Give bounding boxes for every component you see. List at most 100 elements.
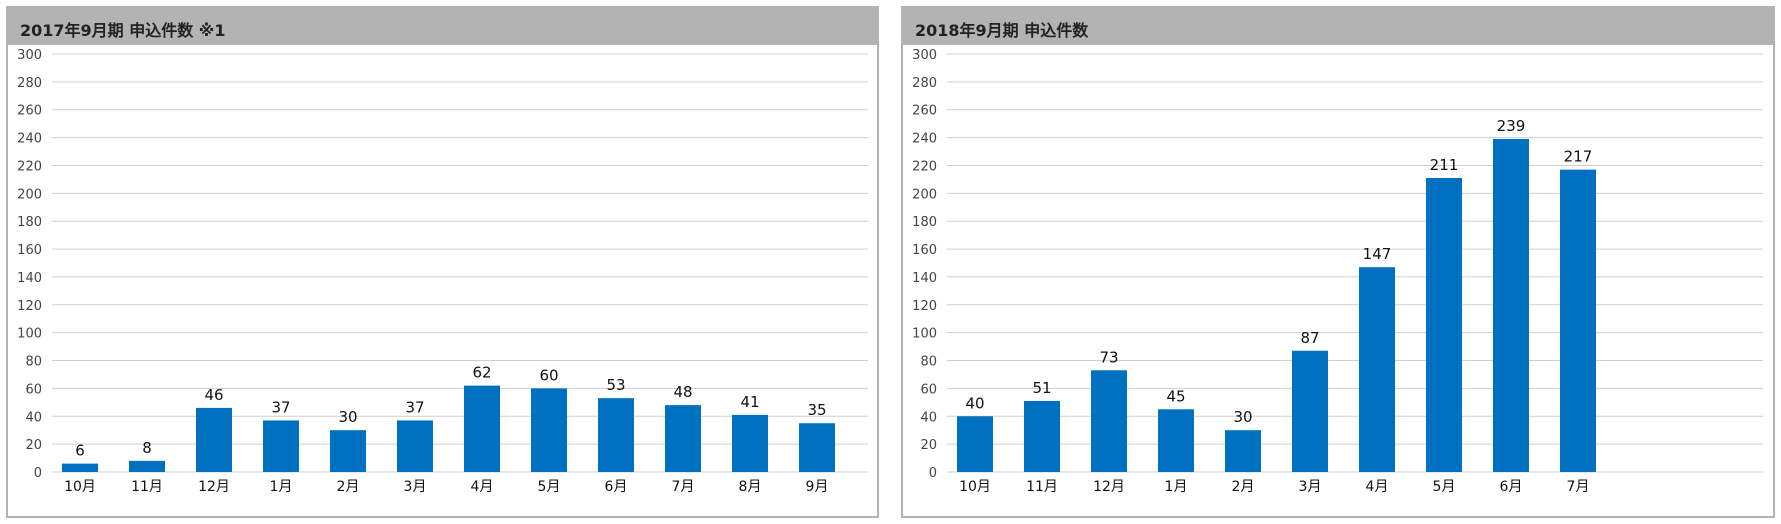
y-tick-label: 220: [912, 159, 937, 174]
y-tick-label: 100: [17, 327, 42, 342]
x-tick-label: 1月: [1165, 479, 1188, 495]
bar: [397, 420, 433, 472]
y-tick-label: 60: [25, 382, 42, 397]
x-tick-label: 7月: [672, 479, 695, 495]
bar: [732, 414, 768, 472]
bar-chart-2017: 0 20 40 60 80 100 120 140 160 180 200 220 240 260 280 3…: [17, 48, 868, 495]
bar: [464, 385, 500, 472]
y-tick-label: 40: [25, 410, 42, 425]
data-label: 239: [1497, 117, 1526, 135]
bar: [196, 407, 232, 472]
y-tick-label: 120: [17, 299, 42, 314]
y-tick-label: 140: [912, 271, 937, 286]
x-tick-label: 12月: [198, 479, 230, 495]
data-label: 45: [1166, 387, 1185, 405]
bar: [665, 405, 701, 472]
x-tick-label: 11月: [1026, 479, 1058, 495]
panel-header: 2018年9月期 申込件数: [903, 8, 1773, 45]
bar: [1359, 267, 1395, 472]
bar: [1225, 430, 1261, 472]
x-tick-label: 6月: [605, 479, 628, 495]
y-tick-label: 200: [912, 187, 937, 202]
x-tick-label: 4月: [1366, 479, 1389, 495]
data-label: 6: [75, 442, 85, 460]
data-label: 41: [740, 393, 759, 411]
data-label: 73: [1099, 348, 1118, 366]
y-tick-label: 180: [912, 215, 937, 230]
x-tick-label: 8月: [739, 479, 762, 495]
data-label: 30: [1233, 408, 1252, 426]
y-tick-label: 240: [912, 132, 937, 147]
x-tick-label: 2月: [1232, 479, 1255, 495]
x-tick-label: 5月: [1433, 479, 1456, 495]
y-tick-label: 60: [920, 382, 937, 397]
y-tick-label: 300: [912, 48, 937, 63]
y-tick-label: 80: [920, 355, 937, 370]
bar: [1024, 400, 1060, 472]
data-label: 48: [673, 383, 692, 401]
y-tick-label: 260: [912, 104, 937, 119]
x-tick-label: 10月: [64, 479, 96, 495]
x-tick-label: 12月: [1093, 479, 1125, 495]
chart-title: 2018年9月期 申込件数: [915, 21, 1089, 40]
bar: [129, 460, 165, 472]
data-label: 46: [204, 386, 223, 404]
data-label: 51: [1032, 379, 1051, 397]
chart-panel-2017: 2017年9月期 申込件数 ※1 0 20 40 60 80 100 120 140 160 18…: [6, 6, 879, 518]
y-tick-label: 20: [920, 438, 937, 453]
bar: [1426, 178, 1462, 473]
x-tick-label: 6月: [1500, 479, 1523, 495]
data-label: 40: [965, 394, 984, 412]
y-tick-label: 40: [920, 410, 937, 425]
y-tick-label: 120: [912, 299, 937, 314]
x-tick-label: 1月: [270, 479, 293, 495]
x-tick-label: 5月: [538, 479, 561, 495]
bar: [62, 463, 98, 472]
y-tick-label: 200: [17, 187, 42, 202]
y-tick-label: 80: [25, 355, 42, 370]
data-label: 62: [472, 364, 491, 382]
y-tick-label: 20: [25, 438, 42, 453]
bar-chart-2018: 0 20 40 60 80 100 120 140 160 180 200 220 240 260 280 3…: [912, 48, 1763, 495]
y-tick-label: 260: [17, 104, 42, 119]
y-tick-label: 0: [929, 466, 937, 481]
data-label: 53: [606, 376, 625, 394]
y-tick-label: 280: [17, 76, 42, 91]
data-label: 147: [1363, 245, 1392, 263]
bar: [1560, 169, 1596, 472]
bar: [957, 416, 993, 472]
y-tick-label: 100: [912, 327, 937, 342]
chart-title: 2017年9月期 申込件数 ※1: [20, 21, 226, 40]
x-tick-label: 3月: [1299, 479, 1322, 495]
bar: [330, 430, 366, 472]
data-label: 8: [142, 439, 152, 457]
y-tick-label: 140: [17, 271, 42, 286]
data-label: 37: [405, 398, 424, 416]
data-label: 60: [539, 366, 558, 384]
x-tick-label: 10月: [959, 479, 991, 495]
x-tick-label: 11月: [131, 479, 163, 495]
bar: [1292, 350, 1328, 472]
chart-panel-2018: 2018年9月期 申込件数 0 20 40 60 80 100 120 140 160 180 20…: [901, 6, 1775, 518]
bar: [1091, 370, 1127, 472]
y-tick-label: 220: [17, 159, 42, 174]
bar: [263, 420, 299, 472]
data-label: 211: [1430, 156, 1459, 174]
bar: [799, 423, 835, 472]
y-tick-label: 160: [912, 243, 937, 258]
panel-header: 2017年9月期 申込件数 ※1: [8, 8, 877, 45]
x-tick-label: 9月: [806, 479, 829, 495]
data-label: 87: [1300, 329, 1319, 347]
y-tick-label: 0: [34, 466, 42, 481]
y-tick-label: 240: [17, 132, 42, 147]
bar: [1493, 138, 1529, 472]
y-tick-label: 280: [912, 76, 937, 91]
bar: [531, 388, 567, 472]
x-tick-label: 2月: [337, 479, 360, 495]
bar: [598, 398, 634, 472]
y-tick-label: 180: [17, 215, 42, 230]
y-tick-label: 160: [17, 243, 42, 258]
x-tick-label: 7月: [1567, 479, 1590, 495]
x-tick-label: 3月: [404, 479, 427, 495]
y-tick-label: 300: [17, 48, 42, 63]
